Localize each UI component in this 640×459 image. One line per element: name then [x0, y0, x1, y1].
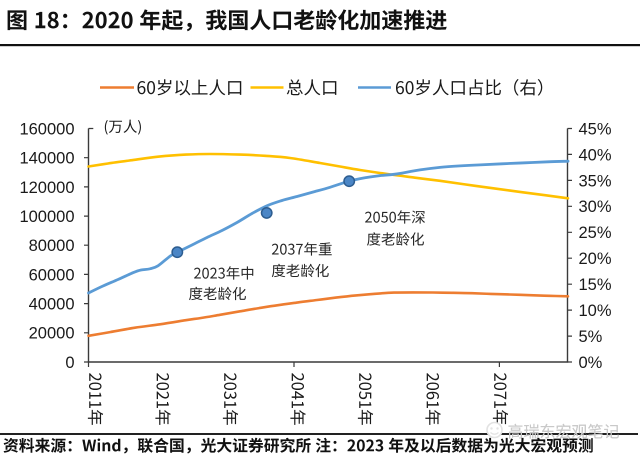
svg-text:140000: 140000	[19, 150, 74, 168]
svg-text:40000: 40000	[29, 296, 75, 314]
svg-text:30%: 30%	[579, 198, 612, 216]
svg-text:120000: 120000	[19, 179, 74, 197]
svg-text:100000: 100000	[19, 208, 74, 226]
svg-text:80000: 80000	[29, 237, 75, 255]
svg-text:45%: 45%	[579, 120, 612, 138]
svg-text:20000: 20000	[29, 325, 75, 343]
svg-text:160000: 160000	[19, 120, 74, 138]
svg-text:5%: 5%	[579, 328, 603, 346]
svg-text:0%: 0%	[579, 354, 603, 372]
svg-text:20%: 20%	[579, 250, 612, 268]
svg-text:15%: 15%	[579, 276, 612, 294]
svg-text:25%: 25%	[579, 224, 612, 242]
svg-text:10%: 10%	[579, 302, 612, 320]
svg-text:60000: 60000	[29, 266, 75, 284]
svg-text:35%: 35%	[579, 172, 612, 190]
svg-text:0: 0	[65, 354, 74, 372]
svg-text:40%: 40%	[579, 146, 612, 164]
